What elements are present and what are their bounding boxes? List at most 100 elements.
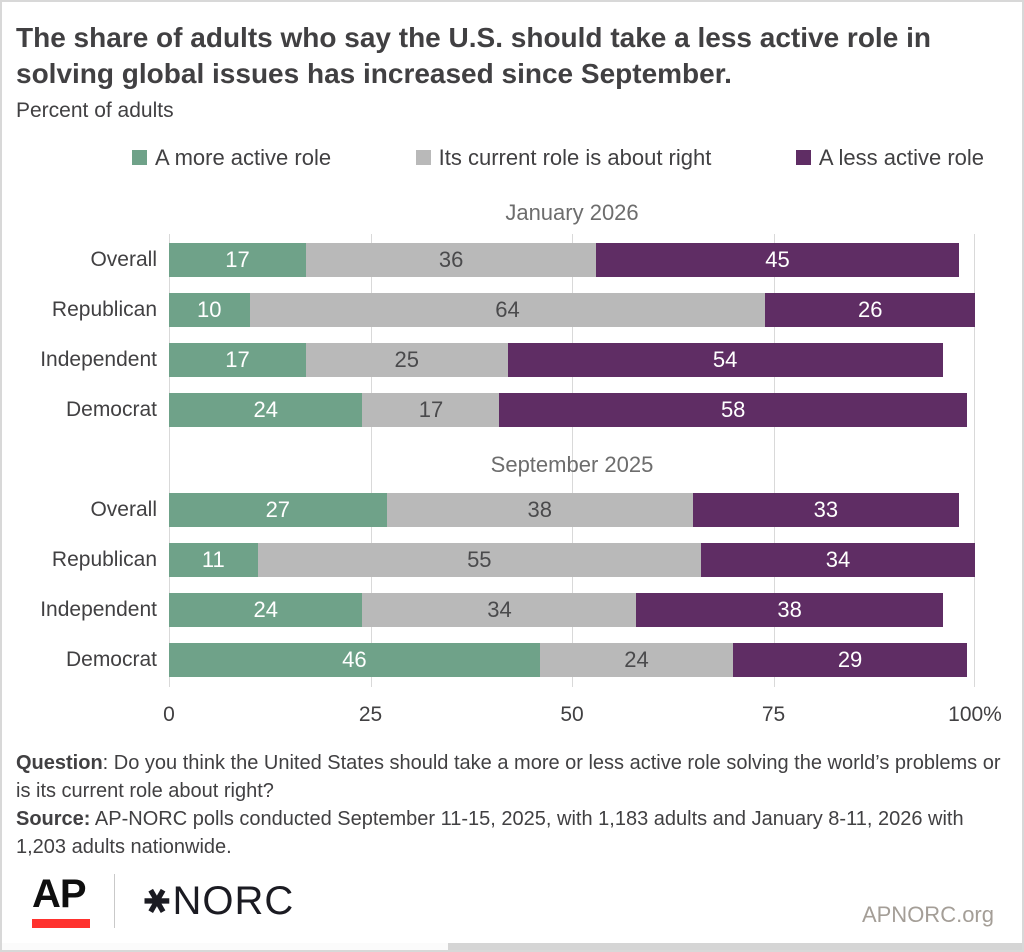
footnote: Question: Do you think the United States…	[16, 749, 1008, 861]
chart-title: The share of adults who say the U.S. sho…	[16, 20, 998, 93]
bar-segment-more-active: 24	[169, 392, 363, 427]
norc-logo-text: NORC	[172, 879, 295, 923]
legend-swatch-gray	[415, 150, 431, 166]
gridline-0	[169, 233, 170, 687]
bar-value: 24	[253, 396, 278, 422]
bar-segment-more-active: 10	[169, 292, 250, 327]
chart-title-line1: The share of adults who say the U.S. sho…	[16, 22, 931, 53]
category-label: Republican	[51, 547, 157, 571]
bar-row-jan-overall: Overall 17 36 45	[2, 242, 1022, 277]
bar-row-sep-independent: Independent 24 34 38	[2, 592, 1022, 627]
bar-value: 11	[201, 546, 225, 572]
bar-value: 17	[225, 346, 250, 372]
bar-segment-less-active: 54	[507, 342, 943, 377]
bar-segment-current-role: 64	[249, 292, 766, 327]
bar-segment-current-role: 55	[257, 542, 701, 577]
horizontal-scrollbar[interactable]	[2, 943, 1022, 950]
bar-value: 58	[720, 396, 746, 422]
legend-label: A more active role	[155, 144, 332, 170]
gridline-50	[572, 233, 573, 687]
bar-segment-current-role: 36	[306, 242, 597, 277]
gridlines	[169, 233, 975, 687]
bar-segment-less-active: 26	[765, 292, 975, 327]
bar-value: 34	[487, 596, 512, 622]
bar-value: 45	[765, 246, 790, 272]
scrollbar-thumb[interactable]	[2, 943, 448, 950]
bar-value: 24	[624, 646, 649, 672]
x-axis: 0 25 50 75 100%	[163, 702, 1002, 727]
source-label: Source:	[16, 807, 91, 830]
bar-value: 64	[495, 296, 520, 322]
x-tick-100: 100%	[948, 702, 1002, 726]
category-label: Overall	[90, 497, 157, 521]
bar-track: 27 38 33	[169, 492, 975, 527]
bar-value: 33	[813, 496, 839, 522]
category-label: Independent	[40, 347, 157, 371]
bar-track: 46 24 29	[169, 642, 975, 677]
category-label: Republican	[51, 297, 157, 321]
footer-logo-row: AP ✱ NORC APNORC.org	[32, 874, 994, 928]
ap-logo-red-bar	[32, 919, 90, 928]
bar-value: 24	[253, 596, 278, 622]
bar-value: 36	[438, 246, 464, 272]
category-label: Democrat	[65, 647, 157, 671]
apnorc-org-link: APNORC.org	[861, 902, 994, 927]
group-title-september-2025: September 2025	[490, 451, 654, 477]
bar-value: 55	[467, 546, 492, 572]
gridline-100	[974, 233, 975, 687]
bar-segment-current-role: 38	[386, 492, 693, 527]
bar-segment-more-active: 11	[169, 542, 258, 577]
x-tick-0: 0	[163, 702, 175, 726]
bar-row-jan-republican: Republican 10 64 26	[2, 292, 1022, 327]
bar-row-sep-republican: Republican 11 55 34	[2, 542, 1022, 577]
bar-segment-less-active: 33	[692, 492, 959, 527]
category-label: Independent	[40, 597, 157, 621]
bar-value: 29	[837, 646, 863, 672]
norc-logo: ✱ NORC	[135, 879, 295, 923]
ap-logo: AP	[32, 874, 90, 928]
bar-segment-more-active: 27	[169, 492, 387, 527]
bar-segment-current-role: 17	[362, 392, 500, 427]
chart-subtitle: Percent of adults	[16, 98, 174, 122]
source-note: Source: AP-NORC polls conducted Septembe…	[16, 805, 1008, 861]
bar-value: 17	[225, 246, 250, 272]
bar-segment-current-role: 34	[362, 592, 637, 627]
question-note: Question: Do you think the United States…	[16, 749, 1008, 805]
gridline-25	[370, 233, 372, 687]
bar-value: 27	[265, 496, 291, 522]
legend-item-current-role: Its current role is about right	[415, 145, 711, 171]
bar-track: 17 36 45	[169, 242, 975, 277]
x-tick-75: 75	[761, 702, 786, 726]
bar-row-sep-democrat: Democrat 46 24 29	[2, 642, 1022, 677]
category-label: Overall	[90, 247, 157, 271]
bar-segment-more-active: 46	[169, 642, 540, 677]
source-text: AP-NORC polls conducted September 11-15,…	[16, 807, 964, 858]
bar-segment-less-active: 38	[636, 592, 943, 627]
gridline-75	[773, 233, 775, 687]
bar-row-jan-independent: Independent 17 25 54	[2, 342, 1022, 377]
bar-value: 38	[527, 496, 552, 522]
chart-title-line2: solving global issues has increased sinc…	[16, 58, 732, 90]
bar-segment-more-active: 17	[169, 342, 307, 377]
norc-star-icon: ✱	[135, 886, 176, 916]
bar-segment-more-active: 17	[169, 242, 307, 277]
bar-value: 34	[825, 546, 851, 572]
legend-swatch-green	[132, 150, 147, 166]
logo-divider	[114, 874, 115, 928]
bar-value: 26	[857, 296, 883, 322]
bar-segment-current-role: 25	[306, 342, 508, 377]
bar-row-jan-democrat: Democrat 24 17 58	[2, 392, 1022, 427]
x-tick-50: 50	[560, 702, 584, 726]
legend-item-less-active: A less active role	[795, 144, 984, 171]
stacked-bar-chart: January 2026 Overall 17 36 45 Republican…	[2, 200, 1022, 727]
bar-segment-less-active: 29	[733, 642, 967, 677]
bar-value: 38	[777, 596, 802, 622]
bar-segment-more-active: 24	[169, 592, 363, 627]
bar-value: 54	[712, 346, 738, 372]
bar-value: 46	[342, 646, 367, 672]
bar-value: 25	[394, 346, 419, 372]
legend-label: A less active role	[818, 144, 984, 170]
bar-track: 10 64 26	[169, 292, 975, 327]
bar-track: 24 17 58	[169, 392, 975, 427]
